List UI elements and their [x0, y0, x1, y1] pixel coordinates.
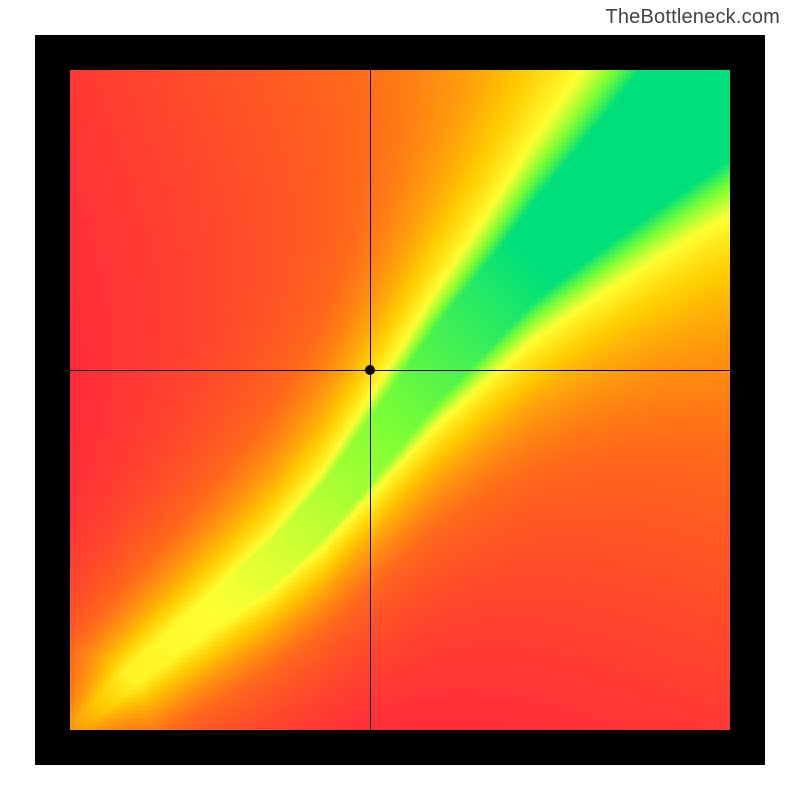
heatmap-canvas [70, 70, 730, 730]
page-container: TheBottleneck.com [0, 0, 800, 800]
chart-frame [35, 35, 765, 765]
plot-area [70, 70, 730, 730]
attribution-text: TheBottleneck.com [605, 6, 780, 29]
